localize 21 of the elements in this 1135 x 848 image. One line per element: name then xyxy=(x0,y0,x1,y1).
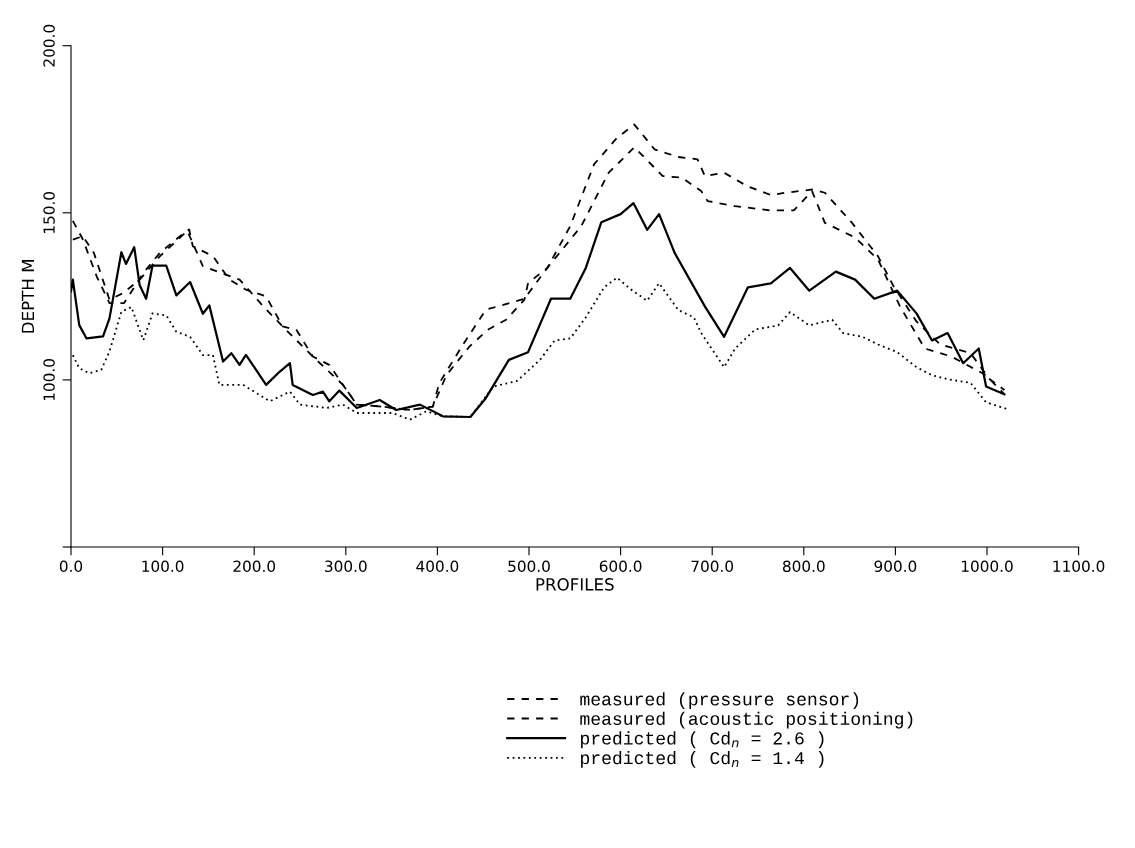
x-tick-label: 1100.0 xyxy=(1053,560,1105,573)
x-tick-label: 400.0 xyxy=(416,560,459,573)
y-tick-label: 200.0 xyxy=(43,24,55,67)
x-tick-label: 600.0 xyxy=(599,560,642,573)
x-tick-label: 200.0 xyxy=(233,560,276,573)
y-tick-label: 100.0 xyxy=(43,359,55,401)
legend-label: measured (acoustic positioning) xyxy=(580,711,913,729)
x-tick-label: 800.0 xyxy=(782,560,825,573)
y-tick-label: 150.0 xyxy=(43,191,55,233)
legend-label: measured (pressure sensor) xyxy=(580,692,859,710)
legend-label: predicted ( Cd$_{n}$ = 2.6 ) xyxy=(581,731,824,749)
x-tick-label: 900.0 xyxy=(874,560,917,573)
x-tick-label: 300.0 xyxy=(325,560,367,573)
x-tick-label: 700.0 xyxy=(691,560,734,573)
x-tick-label: 1000.0 xyxy=(961,560,1013,573)
x-tick-label: 0.0 xyxy=(59,560,83,573)
x-tick-label: 100.0 xyxy=(142,560,184,573)
y-axis-title: DEPTH M xyxy=(21,260,34,333)
x-tick-label: 500.0 xyxy=(508,560,550,573)
legend-label: predicted ( Cd$_{n}$ = 1.4 ) xyxy=(581,750,824,768)
x-axis-title: PROFILES xyxy=(536,578,614,591)
